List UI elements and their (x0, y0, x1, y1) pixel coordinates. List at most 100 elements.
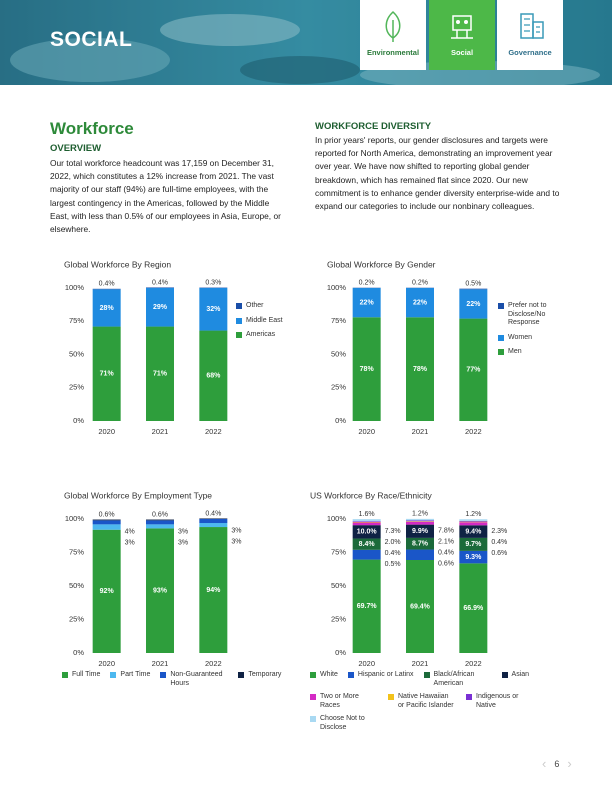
y-tick-label: 50% (331, 581, 346, 590)
legend-label: Asian (511, 671, 530, 678)
value-label: 22% (466, 301, 481, 308)
bar-segment (406, 317, 434, 421)
prev-arrow[interactable]: ‹ (542, 756, 547, 771)
bar-segment (199, 527, 228, 653)
bar-segment (352, 317, 381, 421)
legend-item: Native Hawaiian or Pacific Islander (388, 693, 456, 710)
y-tick-label: 0% (73, 416, 84, 425)
bar-segment (406, 537, 434, 550)
legend-label: Americas (246, 331, 276, 338)
value-label: 7.3% (385, 528, 401, 535)
bar-segment (146, 287, 174, 288)
legend-label: Prefer not to Disclose/No Response (508, 302, 547, 326)
bar-segment (406, 520, 434, 522)
x-tick-label: 2020 (98, 427, 115, 436)
next-arrow[interactable]: › (567, 756, 572, 771)
value-label: 0.2% (412, 280, 428, 287)
legend-item: Two or More Races (310, 693, 378, 710)
paragraph: In prior years' reports, our gender disc… (315, 135, 560, 212)
value-label: 78% (360, 366, 375, 373)
bar-segment (146, 288, 174, 327)
value-label: 10.0% (357, 529, 378, 536)
value-label: 94% (206, 587, 221, 594)
bar-segment (352, 559, 381, 653)
legend-item: Temporary (238, 671, 281, 688)
bar-segment (459, 520, 488, 522)
legend-label: Full Time (72, 671, 101, 678)
bar-segment (459, 537, 488, 551)
bar-segment (352, 521, 381, 523)
legend-item: Men (498, 348, 572, 357)
x-tick-label: 2021 (412, 427, 429, 436)
legend-swatch (423, 672, 430, 678)
tab[interactable]: Social (429, 0, 495, 70)
value-label: 28% (100, 305, 115, 312)
bar-segment (406, 518, 434, 521)
bar-segment (146, 524, 174, 529)
bar-segment (459, 318, 488, 421)
value-label: 66.9% (463, 605, 484, 612)
value-label: 2.0% (385, 539, 401, 546)
value-label: 0.4% (385, 550, 401, 557)
bar-segment (459, 563, 488, 653)
y-tick-label: 25% (331, 383, 346, 392)
x-tick-label: 2020 (358, 659, 375, 668)
value-label: 9.9% (412, 528, 429, 535)
legend-swatch (310, 672, 316, 678)
value-label: 4% (125, 528, 135, 535)
tab[interactable]: Governance (497, 0, 563, 70)
value-label: 0.6% (491, 550, 507, 557)
legend-item: Hispanic or Latinx (347, 671, 414, 688)
value-label: 9.3% (465, 554, 482, 561)
legend-item: Prefer not to Disclose/No Response (498, 302, 572, 328)
legend-swatch (236, 332, 242, 338)
legend-item: Middle East (236, 317, 308, 326)
legend-label: White (320, 671, 338, 678)
value-label: 9.7% (465, 541, 482, 548)
value-label: 0.4% (491, 539, 507, 546)
page-number: 6 (554, 758, 560, 769)
tab-label: Environmental (366, 48, 420, 57)
legend: Other Middle East Americas (236, 302, 308, 340)
legend-item: White (310, 671, 338, 688)
legend-swatch (498, 334, 504, 341)
bar-segment (459, 522, 488, 526)
legend-label: Hispanic or Latinx (357, 671, 414, 678)
bar-segment (146, 520, 174, 525)
x-tick-label: 2021 (412, 659, 429, 668)
bar-segment (92, 519, 121, 521)
y-tick-label: 75% (331, 547, 346, 556)
x-tick-label: 2022 (205, 427, 222, 436)
y-tick-label: 100% (65, 514, 85, 523)
legend-item: Full Time (62, 671, 100, 688)
legend-swatch (236, 317, 242, 324)
legend-swatch (388, 694, 394, 700)
chart-title: Global Workforce By Employment Type (64, 490, 212, 500)
value-label: 69.7% (357, 603, 378, 610)
legend-swatch (62, 672, 68, 678)
bar-segment (92, 524, 121, 530)
y-tick-label: 75% (69, 316, 84, 325)
value-label: 0.6% (99, 511, 115, 518)
value-label: 0.2% (359, 280, 375, 287)
bar-segment (92, 288, 121, 290)
bar-segment (92, 520, 121, 525)
value-label: 22% (360, 299, 375, 306)
value-label: 0.6% (438, 561, 454, 568)
y-tick-label: 100% (327, 283, 347, 292)
bar-segment (352, 521, 381, 522)
chart-title: Global Workforce By Gender (327, 259, 436, 269)
chart-title: Global Workforce By Region (64, 259, 171, 269)
section-subheading: OVERVIEW (50, 143, 102, 154)
value-label: 0.3% (205, 279, 221, 286)
value-label: 3% (178, 528, 188, 535)
value-label: 77% (466, 367, 481, 374)
value-label: 3% (125, 539, 135, 546)
legend-label: Men (508, 348, 522, 355)
value-label: 0.6% (152, 511, 168, 518)
tab[interactable]: Environmental (360, 0, 426, 70)
tab-icon (520, 13, 544, 39)
legend-label: Two or More Races (320, 693, 359, 709)
legend-label: Indigenous or Native (476, 693, 519, 709)
